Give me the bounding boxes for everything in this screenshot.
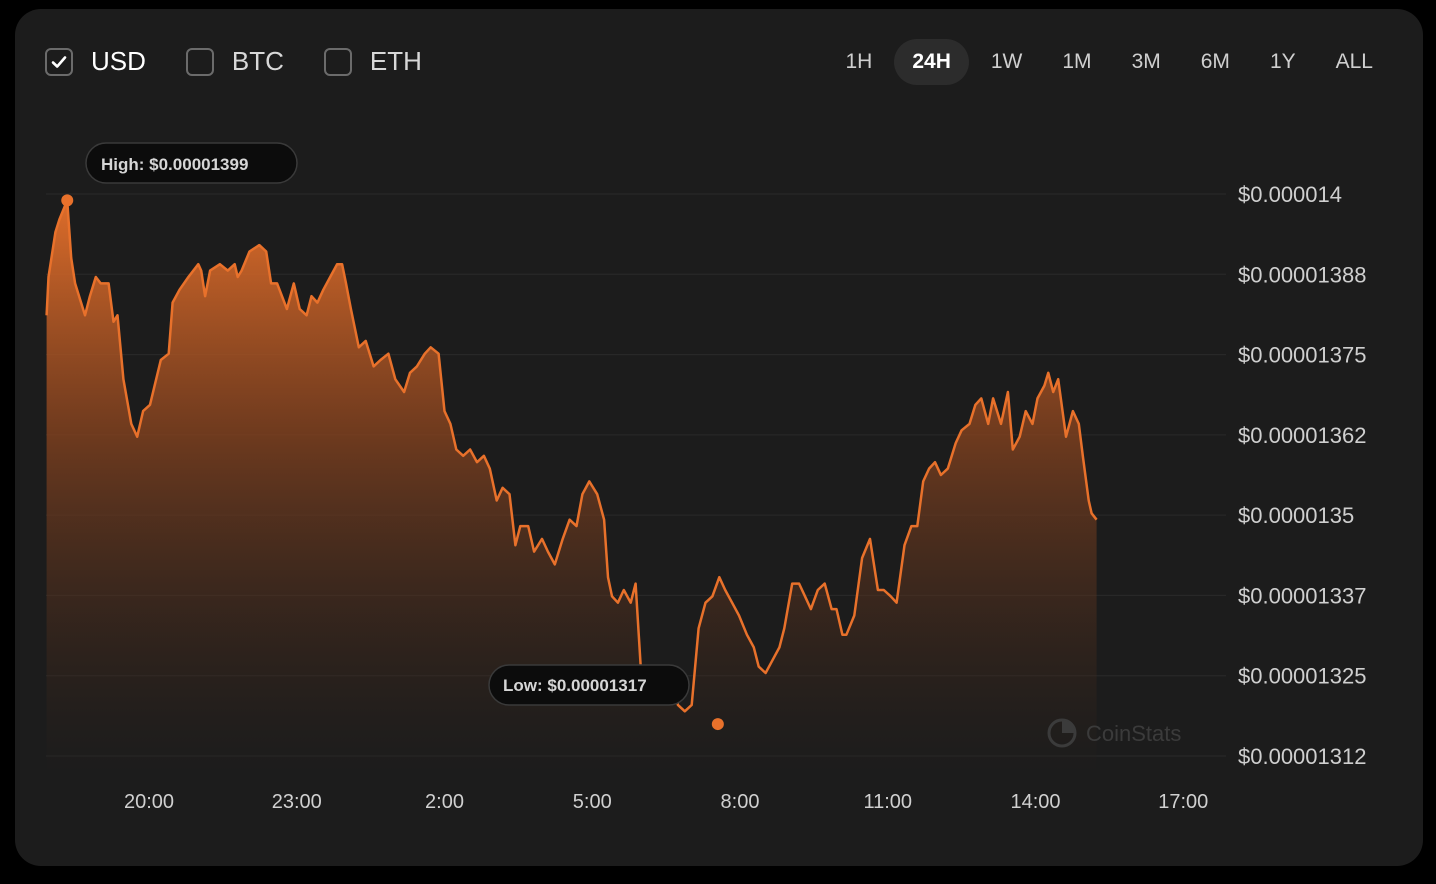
range-button-24h[interactable]: 24H bbox=[894, 39, 969, 85]
range-button-1y[interactable]: 1Y bbox=[1269, 50, 1296, 73]
y-axis-labels: $0.000014 $0.00001388 $0.00001375 $0.000013… bbox=[1238, 182, 1366, 769]
usd-checkbox[interactable] bbox=[45, 47, 73, 76]
high-marker bbox=[61, 194, 74, 207]
currency-option-btc[interactable]: BTC bbox=[185, 46, 284, 77]
high-tooltip-box bbox=[85, 142, 298, 184]
currency-toggle-group: USD BTC ETH bbox=[45, 46, 462, 77]
high-tooltip-text: High: $0.00001399 bbox=[101, 155, 248, 174]
y-tick-label: $0.00001388 bbox=[1238, 262, 1366, 287]
low-tooltip-text: Low: $0.00001317 bbox=[503, 676, 647, 695]
x-axis-labels: 20:00 23:00 2:00 5:00 8:00 11:00 14:00 17:00 bbox=[124, 791, 1208, 813]
y-tick-label: $0.0000135 bbox=[1238, 503, 1354, 528]
time-range-selector: 1H 24H 1W 1M 3M 6M 1Y ALL bbox=[823, 39, 1391, 85]
y-tick-label: $0.00001362 bbox=[1238, 423, 1366, 448]
range-button-1w[interactable]: 1W bbox=[990, 50, 1023, 73]
y-tick-label: $0.00001312 bbox=[1238, 744, 1366, 769]
range-button-all[interactable]: ALL bbox=[1335, 50, 1373, 73]
y-tick-label: $0.000014 bbox=[1238, 182, 1342, 207]
range-button-1m[interactable]: 1M bbox=[1062, 50, 1092, 73]
btc-checkbox[interactable] bbox=[185, 47, 214, 76]
range-button-6m[interactable]: 6M bbox=[1200, 50, 1230, 73]
x-tick-label: 14:00 bbox=[1010, 791, 1060, 813]
low-tooltip-box bbox=[488, 664, 690, 706]
currency-option-eth[interactable]: ETH bbox=[323, 46, 422, 77]
price-line bbox=[45, 199, 1098, 713]
x-tick-label: 2:00 bbox=[425, 791, 464, 813]
x-tick-label: 23:00 bbox=[272, 791, 322, 813]
coinstats-watermark: CoinStats bbox=[1047, 718, 1181, 748]
price-area bbox=[45, 199, 1098, 776]
y-tick-label: $0.00001375 bbox=[1238, 343, 1366, 368]
low-marker bbox=[711, 718, 724, 731]
extreme-markers bbox=[61, 194, 724, 731]
range-button-3m[interactable]: 3M bbox=[1131, 50, 1161, 73]
x-tick-label: 8:00 bbox=[721, 791, 760, 813]
y-tick-label: $0.00001325 bbox=[1238, 664, 1366, 689]
low-tooltip: Low: $0.00001317 bbox=[488, 664, 690, 706]
checkmark-icon bbox=[51, 55, 67, 68]
high-tooltip: High: $0.00001399 bbox=[85, 142, 298, 184]
currency-option-usd[interactable]: USD bbox=[45, 46, 146, 77]
eth-label: ETH bbox=[369, 46, 422, 76]
x-tick-label: 17:00 bbox=[1158, 791, 1208, 813]
area-fill bbox=[46, 200, 1097, 776]
x-tick-label: 11:00 bbox=[863, 791, 912, 813]
coinstats-logo-segment bbox=[1062, 720, 1075, 733]
x-tick-label: 20:00 bbox=[124, 791, 174, 813]
range-button-1h[interactable]: 1H bbox=[845, 50, 873, 73]
usd-label: USD bbox=[91, 46, 146, 76]
watermark-text: CoinStats bbox=[1086, 721, 1181, 746]
x-tick-label: 5:00 bbox=[573, 791, 612, 813]
eth-checkbox[interactable] bbox=[323, 47, 352, 76]
y-tick-label: $0.00001337 bbox=[1238, 583, 1366, 608]
btc-label: BTC bbox=[231, 46, 284, 76]
